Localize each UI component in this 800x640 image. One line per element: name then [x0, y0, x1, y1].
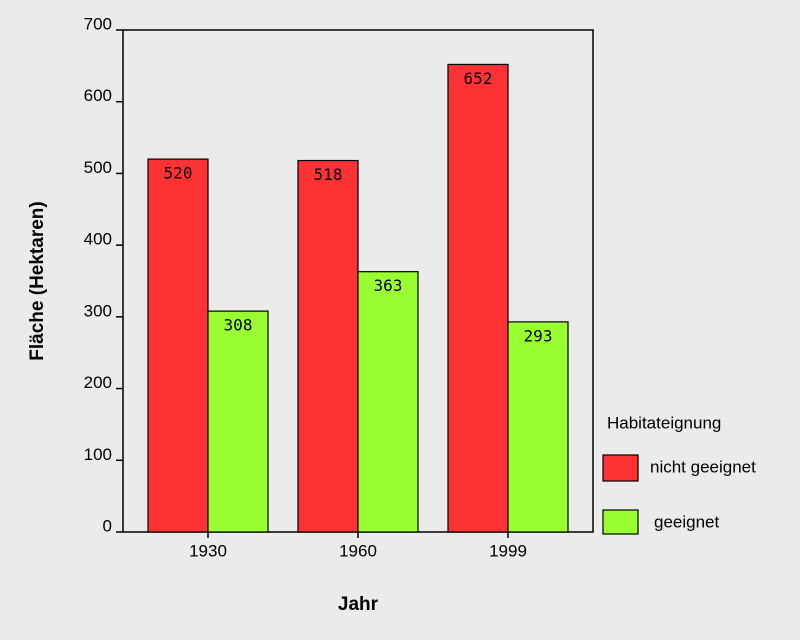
- data-label: 520: [164, 164, 193, 183]
- x-axis-title: Jahr: [338, 594, 379, 615]
- bar: [507, 321, 569, 533]
- data-label: 652: [464, 69, 493, 88]
- data-label: 293: [524, 326, 553, 345]
- y-axis-title: Fläche (Hektaren): [27, 201, 48, 360]
- x-tick-label: 1960: [339, 541, 377, 560]
- bar: [297, 159, 359, 533]
- legend-swatch: [602, 509, 639, 535]
- y-tick-label: 400: [84, 230, 112, 249]
- data-label: 363: [374, 276, 403, 295]
- legend-label: geeignet: [654, 512, 720, 531]
- bar: [447, 63, 509, 533]
- legend-swatch: [602, 454, 639, 482]
- y-tick-label: 200: [84, 373, 112, 392]
- y-tick-label: 700: [84, 14, 112, 33]
- bar: [207, 310, 269, 533]
- bar: [357, 271, 419, 533]
- y-tick-label: 600: [84, 86, 112, 105]
- legend-title: Habitateignung: [607, 413, 721, 432]
- data-label: 308: [224, 316, 253, 335]
- x-tick-label: 1999: [489, 541, 527, 560]
- y-tick-label: 300: [84, 301, 112, 320]
- y-tick-label: 0: [103, 516, 112, 535]
- legend-label: nicht geeignet: [650, 457, 756, 476]
- y-tick-label: 500: [84, 158, 112, 177]
- x-tick-label: 1930: [189, 541, 227, 560]
- y-tick-label: 100: [84, 445, 112, 464]
- bar: [147, 158, 209, 533]
- data-label: 518: [314, 165, 343, 184]
